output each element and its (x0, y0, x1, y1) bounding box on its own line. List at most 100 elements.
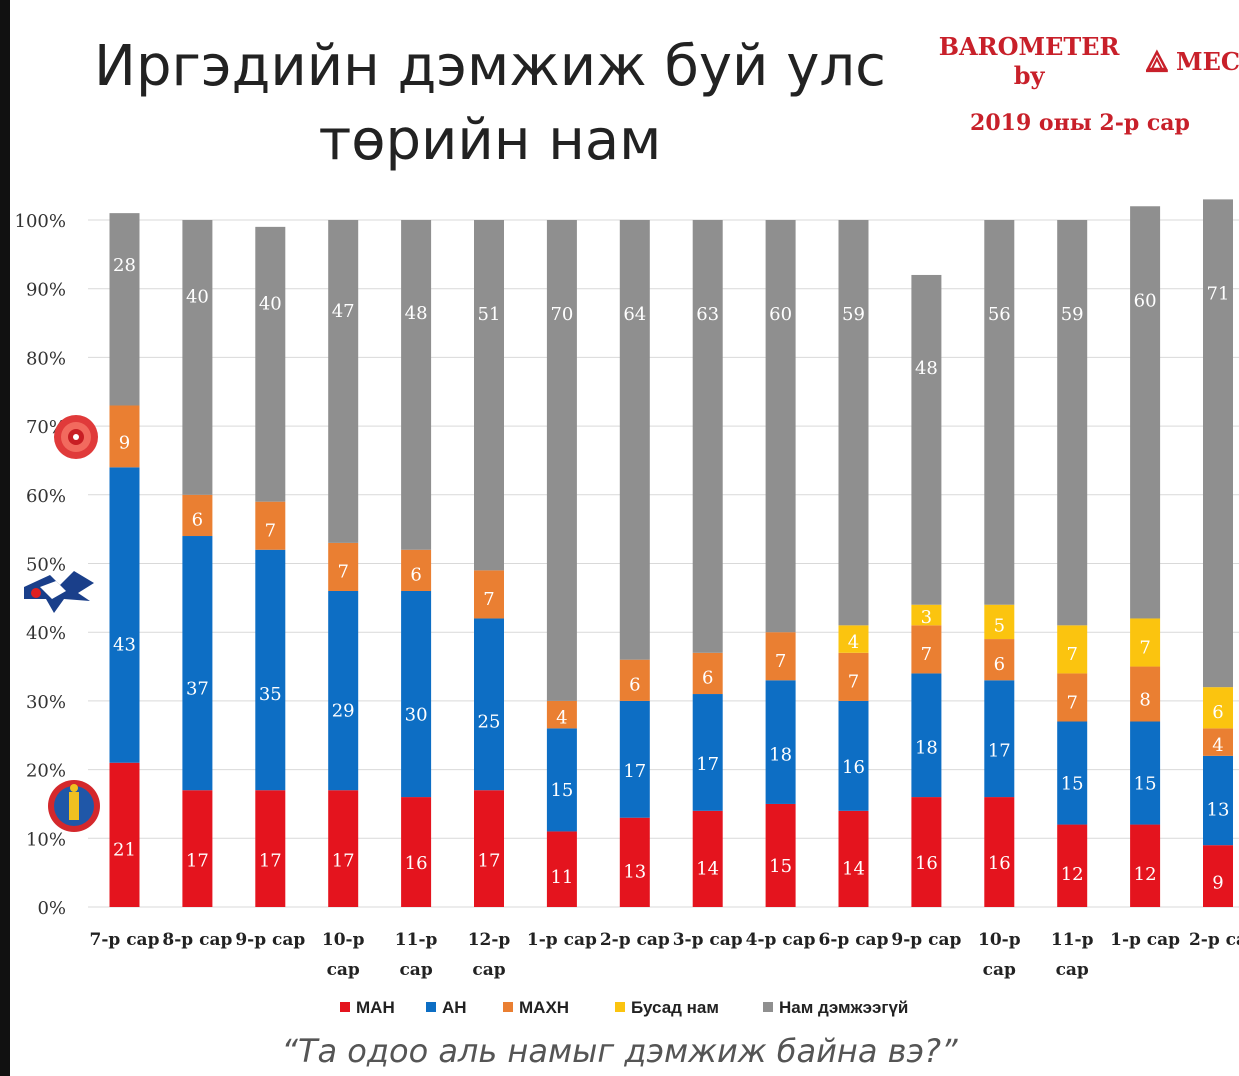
bar-segment (401, 549, 432, 591)
bar-segment (838, 625, 869, 653)
data-label: 14 (842, 859, 865, 880)
data-label: 60 (769, 304, 792, 325)
data-label: 51 (478, 304, 501, 325)
bar-segment (546, 728, 577, 832)
data-label: 6 (410, 564, 421, 585)
data-label: 35 (259, 684, 282, 705)
data-labels: 2143928173764017357401729747163064817257… (113, 255, 1229, 893)
x-tick-label: 8-р сар (162, 930, 232, 950)
data-label: 3 (921, 607, 932, 628)
data-label: 7 (1066, 644, 1077, 665)
data-label: 16 (842, 757, 865, 778)
data-label: 12 (1061, 864, 1084, 885)
data-label: 21 (113, 839, 136, 860)
data-label: 9 (119, 433, 130, 454)
data-label: 7 (1066, 692, 1077, 713)
x-tick-label: 9-р сар (891, 930, 961, 950)
x-tick-label: 10-р сар (322, 930, 365, 980)
bar-segment (474, 618, 504, 791)
bar-segment (1057, 220, 1088, 626)
bar-segment (984, 680, 1015, 798)
bar-segment (619, 220, 650, 660)
bar-segment (255, 501, 286, 550)
y-tick-label: 80% (26, 348, 66, 369)
data-label: 13 (1207, 799, 1230, 820)
data-label: 18 (769, 744, 792, 765)
data-label: 17 (259, 850, 282, 871)
rose-emblem-icon (54, 415, 98, 459)
x-tick-label: 1-р сар (527, 930, 597, 950)
bar-segment (692, 652, 723, 695)
bar-segment (474, 790, 504, 907)
legend: МАН АН МАХН Бусад нам Нам дэмжээгүй (340, 998, 908, 1017)
brand-name-part1: BAROMETER by (938, 32, 1120, 90)
data-label: 15 (550, 780, 573, 801)
bar-segment (255, 549, 286, 791)
data-label: 28 (113, 255, 136, 276)
data-label: 7 (337, 562, 348, 583)
survey-question: “Та одоо аль намыг дэмжиж байна вэ?” (281, 1032, 958, 1070)
x-tick-label: 11-р сар (395, 930, 438, 980)
legend-label: АН (442, 998, 467, 1017)
data-label: 7 (265, 521, 276, 542)
bar-segment (838, 700, 869, 811)
data-label: 15 (1061, 773, 1084, 794)
y-tick-label: 90% (26, 280, 66, 301)
data-label: 40 (186, 286, 209, 307)
bar-segment (692, 810, 723, 907)
bar-segment (255, 226, 286, 502)
bar-segment (1057, 625, 1088, 674)
y-tick-label: 10% (26, 829, 66, 850)
data-label: 17 (696, 754, 719, 775)
data-label: 59 (842, 304, 865, 325)
legend-swatch (503, 1002, 513, 1012)
data-label: 18 (915, 738, 938, 759)
legend-label: Бусад нам (631, 998, 719, 1017)
data-label: 6 (192, 510, 203, 531)
data-label: 37 (186, 679, 209, 700)
bar-segment (182, 790, 213, 907)
data-label: 25 (478, 712, 501, 733)
bar-segment (1057, 721, 1088, 825)
bar-segment (328, 790, 359, 907)
bar-segment (838, 810, 869, 907)
data-label: 40 (259, 293, 282, 314)
bar-segment (109, 405, 140, 468)
data-label: 13 (623, 861, 646, 882)
legend-swatch (340, 1002, 350, 1012)
x-tick-label: 10-р сар (978, 930, 1021, 980)
bar-segment (1057, 824, 1088, 907)
eagle-emblem-icon (24, 571, 94, 613)
bar-segment (328, 542, 359, 591)
bar-segment (182, 220, 213, 495)
bar-segment (765, 803, 796, 907)
data-label: 60 (1134, 290, 1157, 311)
data-label: 12 (1134, 864, 1157, 885)
bars (109, 199, 1233, 907)
y-tick-label: 100% (15, 211, 66, 232)
data-label: 17 (623, 761, 646, 782)
legend-swatch (763, 1002, 773, 1012)
x-tick-label: 1-р сар (1110, 930, 1180, 950)
data-label: 7 (921, 644, 932, 665)
bar-segment (1057, 673, 1088, 722)
bar-segment (1203, 728, 1233, 756)
bar-segment (911, 673, 942, 798)
bar-segment (546, 700, 577, 729)
data-label: 70 (550, 304, 573, 325)
data-label: 8 (1139, 690, 1150, 711)
x-tick-label: 9-р сар (235, 930, 305, 950)
bar-segment (1130, 824, 1161, 907)
data-label: 15 (1134, 773, 1157, 794)
title-line-2: төрийн нам (318, 108, 662, 173)
bar-segment (1203, 845, 1233, 907)
bar-segment (765, 632, 796, 681)
bar-segment (1130, 618, 1161, 667)
x-tick-label: 2-р сар (600, 930, 670, 950)
data-label: 48 (405, 303, 428, 324)
title-line-1: Иргэдийн дэмжиж буй улс (94, 34, 886, 99)
bar-segment (1130, 206, 1161, 619)
left-edge-strip (0, 0, 10, 1076)
bar-segment (474, 220, 504, 571)
bar-segment (328, 220, 359, 543)
